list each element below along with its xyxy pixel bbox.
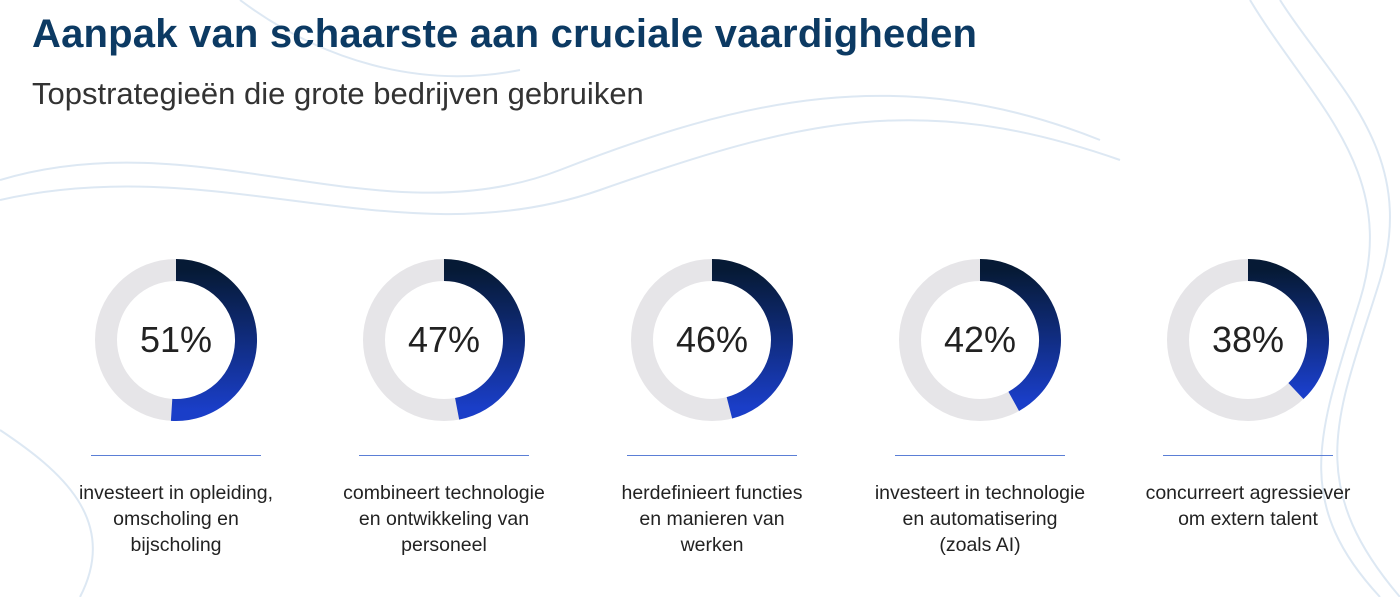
label-line: concurreert agressiever bbox=[1145, 482, 1351, 504]
divider-line bbox=[627, 455, 797, 456]
donut-value-label: 51% bbox=[139, 319, 213, 360]
donut-value-arc bbox=[443, 259, 525, 420]
divider-line bbox=[91, 455, 261, 456]
donut-item-3: 46% herdefinieert functies en manieren van… bbox=[577, 250, 837, 580]
label-line: personeel bbox=[401, 534, 487, 556]
donut-value-arc bbox=[711, 259, 793, 419]
donut-category-label: herdefinieert functies en manieren van wer… bbox=[577, 480, 847, 558]
donut-value-label: 42% bbox=[943, 319, 1017, 360]
label-line: combineert technologie bbox=[343, 482, 545, 504]
donut-ring-4 bbox=[899, 259, 1061, 421]
donut-category-label: investeert in opleiding, omscholing en bij… bbox=[41, 480, 311, 558]
donut-value-arc bbox=[170, 259, 258, 421]
label-line: en ontwikkeling van bbox=[358, 508, 530, 530]
label-line: en automatisering bbox=[902, 508, 1058, 530]
divider-line bbox=[1163, 455, 1333, 456]
divider-line bbox=[895, 455, 1065, 456]
donut-value-label: 38% bbox=[1211, 319, 1285, 360]
page-subtitle: Topstrategieën die grote bedrijven gebru… bbox=[32, 76, 644, 111]
label-line: en manieren van bbox=[639, 508, 785, 530]
divider-line bbox=[359, 455, 529, 456]
donut-value-arc bbox=[979, 259, 1061, 411]
label-line: investeert in technologie bbox=[874, 482, 1086, 504]
label-line: herdefinieert functies bbox=[621, 482, 803, 504]
donut-ring-5 bbox=[1167, 259, 1329, 421]
donut-value-arc bbox=[1247, 259, 1329, 400]
donut-item-1: 51% investeert in opleiding, omscholing en… bbox=[41, 250, 301, 580]
donut-item-4: 42% investeert in technologie en automatis… bbox=[845, 250, 1105, 580]
donut-value-label: 46% bbox=[675, 319, 749, 360]
donut-item-2: 47% combineert technologie en ontwikkeling… bbox=[309, 250, 569, 580]
donut-category-label: combineert technologie en ontwikkeling va… bbox=[309, 480, 579, 558]
label-line: (zoals AI) bbox=[939, 534, 1021, 556]
donut-value-label: 47% bbox=[407, 319, 481, 360]
donut-category-label: concurreert agressiever om extern talent bbox=[1113, 480, 1383, 532]
page-title: Aanpak van schaarste aan cruciale vaardi… bbox=[32, 12, 978, 56]
donut-item-5: 38% concurreert agressiever om extern tale… bbox=[1113, 250, 1373, 580]
label-line: omscholing en bbox=[113, 508, 239, 530]
label-line: werken bbox=[680, 534, 744, 556]
label-line: investeert in opleiding, bbox=[78, 482, 274, 504]
donut-ring-3 bbox=[631, 259, 793, 421]
donut-category-label: investeert in technologie en automatiseri… bbox=[845, 480, 1115, 558]
donut-ring-1 bbox=[95, 259, 258, 421]
label-line: bijscholing bbox=[130, 534, 222, 556]
label-line: om extern talent bbox=[1178, 508, 1318, 530]
donut-ring-2 bbox=[363, 259, 525, 421]
